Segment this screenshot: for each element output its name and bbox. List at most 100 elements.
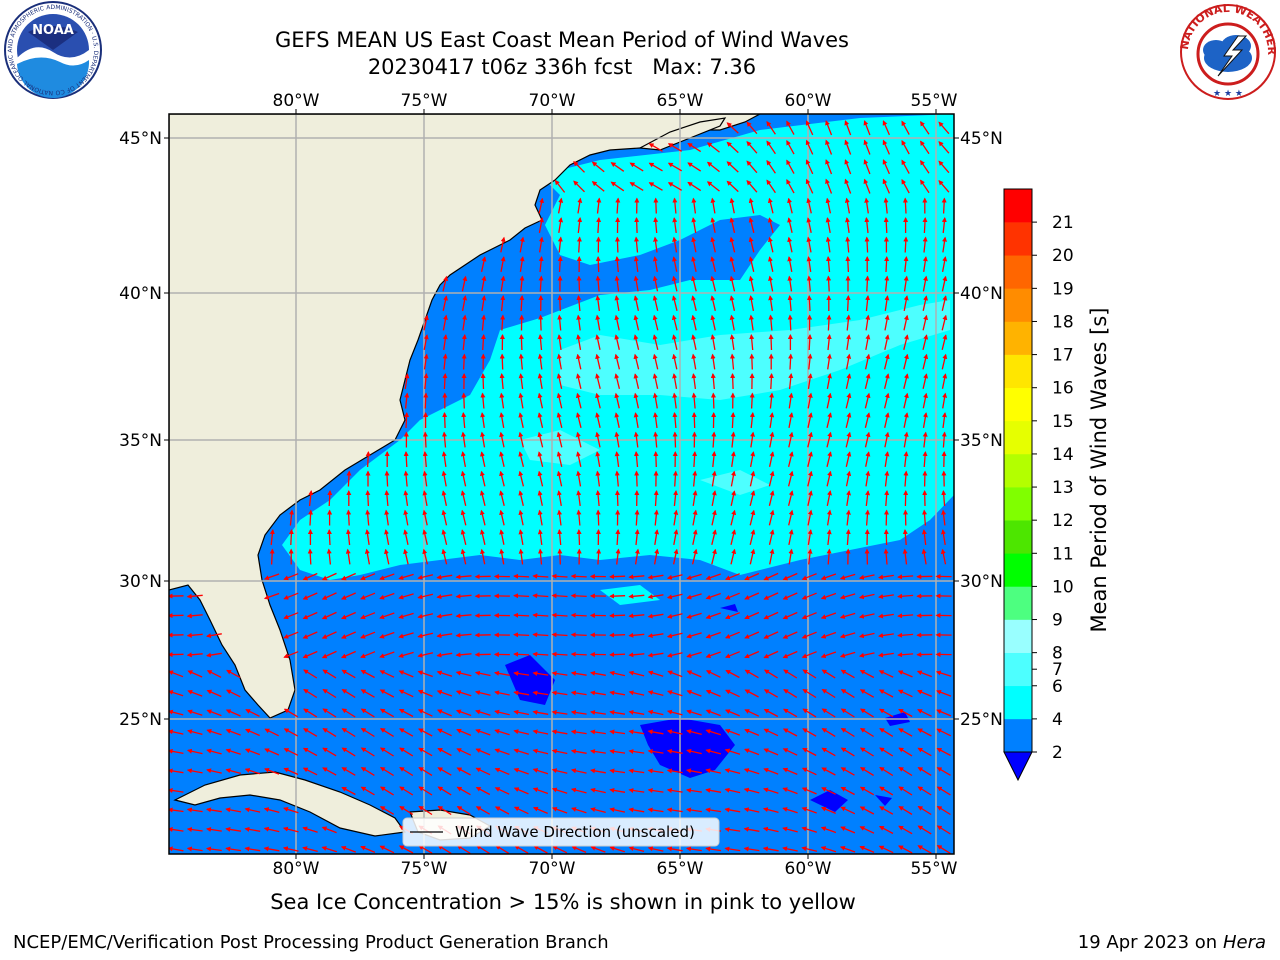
colorbar: 2 4 678 9 10 11 12 13 14 15 16 17 18 19 20 21: [1003, 188, 1074, 782]
direction-arrow: [652, 392, 658, 409]
direction-arrow: [551, 573, 568, 579]
direction-arrow: [710, 392, 716, 409]
direction-arrow: [807, 373, 813, 389]
direction-arrow: [576, 334, 582, 351]
direction-arrow: [551, 593, 568, 599]
direction-arrow: [570, 768, 587, 774]
direction-arrow: [595, 509, 601, 526]
direction-arrow: [763, 611, 779, 620]
direction-arrow: [575, 431, 582, 448]
colorbar-segment: [1004, 453, 1032, 488]
direction-arrow: [455, 690, 472, 697]
direction-arrow: [922, 392, 928, 409]
direction-arrow: [744, 592, 760, 600]
direction-arrow: [820, 826, 837, 834]
direction-arrow: [807, 431, 813, 448]
direction-arrow: [590, 845, 606, 853]
direction-arrow: [748, 217, 755, 233]
direction-arrow: [686, 768, 702, 774]
direction-arrow: [806, 217, 812, 233]
direction-arrow: [575, 392, 582, 409]
direction-arrow: [922, 509, 928, 526]
lon-label-top: 65°W: [657, 91, 704, 111]
direction-arrow: [264, 767, 280, 775]
direction-arrow: [633, 295, 640, 311]
direction-arrow: [744, 709, 760, 717]
direction-arrow: [532, 806, 548, 814]
direction-arrow: [647, 574, 664, 580]
direction-arrow: [667, 670, 683, 678]
direction-arrow: [398, 573, 414, 580]
direction-arrow: [897, 689, 913, 698]
direction-arrow: [801, 592, 817, 600]
direction-arrow: [346, 470, 352, 487]
direction-arrow: [206, 768, 222, 774]
direction-arrow: [538, 217, 544, 234]
direction-arrow: [648, 182, 663, 191]
lon-label-top: 70°W: [529, 91, 576, 111]
direction-arrow: [206, 748, 222, 755]
direction-arrow: [360, 573, 376, 581]
colorbar-tick-label: 21: [1052, 213, 1074, 233]
direction-arrow: [480, 256, 487, 272]
direction-arrow: [744, 728, 760, 736]
direction-arrow: [474, 690, 491, 696]
direction-arrow: [825, 197, 832, 214]
direction-arrow: [666, 652, 683, 658]
direction-arrow: [461, 295, 468, 312]
direction-arrow: [748, 256, 755, 272]
direction-arrow: [570, 670, 587, 676]
direction-arrow: [840, 727, 855, 738]
direction-arrow: [556, 431, 563, 448]
direction-arrow: [456, 728, 472, 736]
direction-arrow: [846, 490, 852, 507]
direction-arrow: [826, 509, 832, 526]
direction-arrow: [365, 529, 370, 545]
direction-arrow: [864, 197, 870, 214]
direction-arrow: [615, 197, 621, 214]
direction-arrow: [538, 314, 544, 331]
direction-arrow: [513, 767, 529, 775]
direction-arrow: [499, 431, 505, 448]
direction-arrow: [576, 275, 582, 292]
direction-arrow: [513, 729, 530, 735]
direction-arrow: [614, 275, 620, 292]
direction-arrow: [903, 334, 909, 350]
direction-arrow: [494, 767, 510, 775]
direction-arrow: [801, 651, 817, 659]
direction-arrow: [283, 807, 299, 814]
direction-arrow: [763, 669, 778, 679]
direction-arrow: [667, 182, 683, 191]
lat-label-right: 45°N: [960, 129, 1003, 149]
direction-arrow: [845, 353, 852, 370]
direction-arrow: [903, 275, 909, 292]
direction-arrow: [379, 631, 395, 639]
direction-arrow: [839, 573, 856, 580]
lon-label-bottom: 55°W: [911, 859, 958, 879]
direction-arrow: [673, 529, 679, 546]
direction-arrow: [922, 217, 928, 234]
direction-arrow: [169, 670, 184, 678]
direction-arrow: [436, 689, 453, 697]
direction-arrow: [244, 826, 261, 832]
direction-arrow: [577, 217, 583, 234]
direction-arrow: [903, 392, 909, 409]
direction-arrow: [436, 613, 453, 619]
direction-arrow: [744, 611, 760, 620]
direction-arrow: [341, 727, 356, 738]
direction-arrow: [844, 139, 852, 155]
direction-arrow: [762, 826, 779, 833]
colorbar-tick-label: 12: [1052, 511, 1074, 531]
direction-arrow: [570, 651, 587, 657]
direction-arrow: [864, 373, 871, 389]
direction-arrow: [653, 412, 659, 428]
direction-arrow: [936, 845, 951, 854]
direction-arrow: [647, 670, 664, 677]
direction-arrow: [865, 334, 871, 351]
direction-arrow: [379, 786, 394, 796]
direction-arrow: [609, 593, 626, 599]
direction-arrow: [633, 353, 640, 370]
direction-arrow: [724, 651, 740, 659]
direction-arrow: [577, 197, 583, 214]
direction-arrow: [859, 845, 875, 853]
